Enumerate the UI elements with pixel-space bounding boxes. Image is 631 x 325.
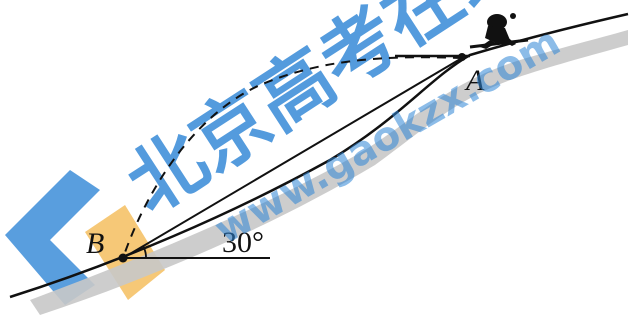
- slope-surface-line: [9, 12, 629, 299]
- label-angle: 30°: [222, 226, 264, 259]
- watermark-blue-chevron: [5, 170, 100, 305]
- skier-figure: [480, 13, 516, 49]
- label-point-b: B: [86, 227, 104, 260]
- angle-arc: [142, 245, 147, 259]
- incline-line-ab: [122, 57, 463, 259]
- point-a-marker: [458, 53, 466, 61]
- trajectory-dashed: [122, 56, 463, 259]
- slope-shadow: [30, 30, 628, 315]
- label-point-a: A: [464, 64, 485, 97]
- point-b-marker: [118, 253, 128, 263]
